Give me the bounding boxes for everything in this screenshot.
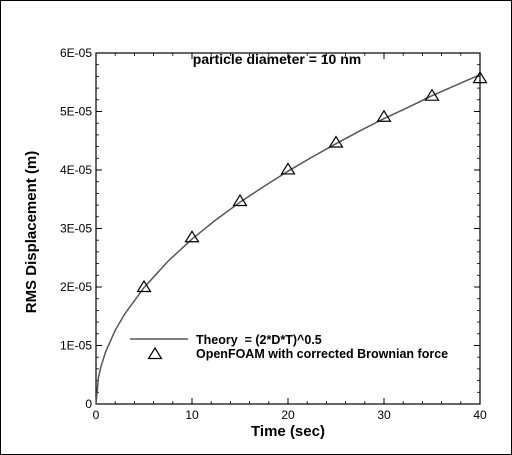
y-tick-label: 5E-05	[60, 105, 92, 119]
legend-label-openfoam: OpenFOAM with corrected Brownian force	[196, 347, 448, 361]
x-tick-label: 0	[93, 408, 100, 422]
ticks: 0 10 20 30 40 0 1E-05 2E-05 3E-05 4E-05 5E-05 6E-05	[60, 46, 487, 422]
legend: Theory = (2*D*T)^0.5 OpenFOAM with corre…	[130, 333, 448, 361]
data-point-triangle	[472, 71, 488, 84]
data-point-triangle	[376, 109, 392, 122]
x-tick-label: 10	[185, 408, 199, 422]
x-tick-label: 20	[281, 408, 295, 422]
y-tick-label: 4E-05	[60, 163, 92, 177]
x-axis-title: Time (sec)	[251, 423, 325, 440]
data-point-triangle	[328, 135, 344, 148]
data-point-triangle	[136, 279, 152, 293]
y-tick-label: 6E-05	[60, 46, 92, 60]
y-tick-label: 3E-05	[60, 222, 92, 236]
data-point-triangle	[232, 193, 248, 207]
y-tick-label: 2E-05	[60, 280, 92, 294]
legend-triangle-marker	[147, 346, 163, 360]
y-tick-label: 0	[85, 397, 92, 411]
series-layer	[95, 71, 488, 405]
data-point-triangle	[280, 162, 296, 175]
x-tick-label: 40	[473, 408, 487, 422]
data-point-triangle	[424, 88, 440, 101]
data-point-triangle	[184, 230, 200, 243]
theory-curve	[95, 73, 481, 405]
y-tick-label: 1E-05	[60, 339, 92, 353]
legend-label-theory: Theory = (2*D*T)^0.5	[196, 333, 322, 347]
chart-annotation: particle diameter = 10 nm	[193, 51, 361, 67]
x-tick-label: 30	[377, 408, 391, 422]
y-axis-title: RMS Displacement (m)	[23, 151, 40, 314]
